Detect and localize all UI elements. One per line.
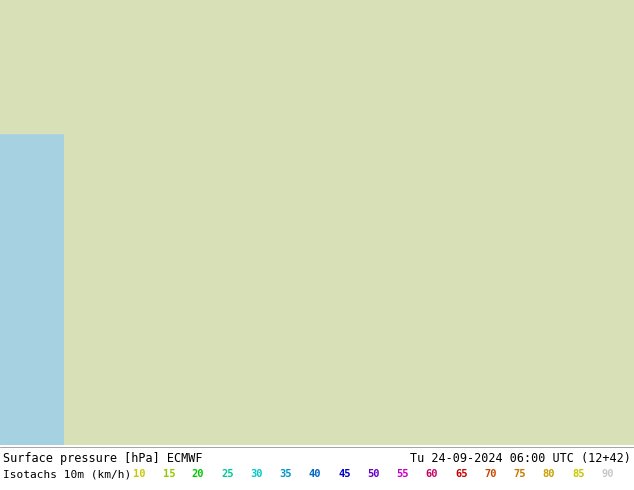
Text: 75: 75: [514, 469, 526, 479]
Text: 50: 50: [367, 469, 380, 479]
Text: Surface pressure [hPa] ECMWF: Surface pressure [hPa] ECMWF: [3, 452, 203, 465]
Text: 20: 20: [192, 469, 204, 479]
Text: 55: 55: [396, 469, 409, 479]
Text: 45: 45: [338, 469, 351, 479]
Text: 10: 10: [133, 469, 146, 479]
Text: 80: 80: [543, 469, 555, 479]
Text: Tu 24-09-2024 06:00 UTC (12+42): Tu 24-09-2024 06:00 UTC (12+42): [410, 452, 631, 465]
Text: 15: 15: [162, 469, 175, 479]
Text: 65: 65: [455, 469, 467, 479]
Text: Isotachs 10m (km/h): Isotachs 10m (km/h): [3, 469, 131, 479]
Text: 35: 35: [280, 469, 292, 479]
Text: 40: 40: [309, 469, 321, 479]
Text: 70: 70: [484, 469, 496, 479]
Text: 85: 85: [572, 469, 585, 479]
Text: 90: 90: [601, 469, 614, 479]
Text: 30: 30: [250, 469, 262, 479]
Text: 60: 60: [425, 469, 438, 479]
Text: 25: 25: [221, 469, 233, 479]
